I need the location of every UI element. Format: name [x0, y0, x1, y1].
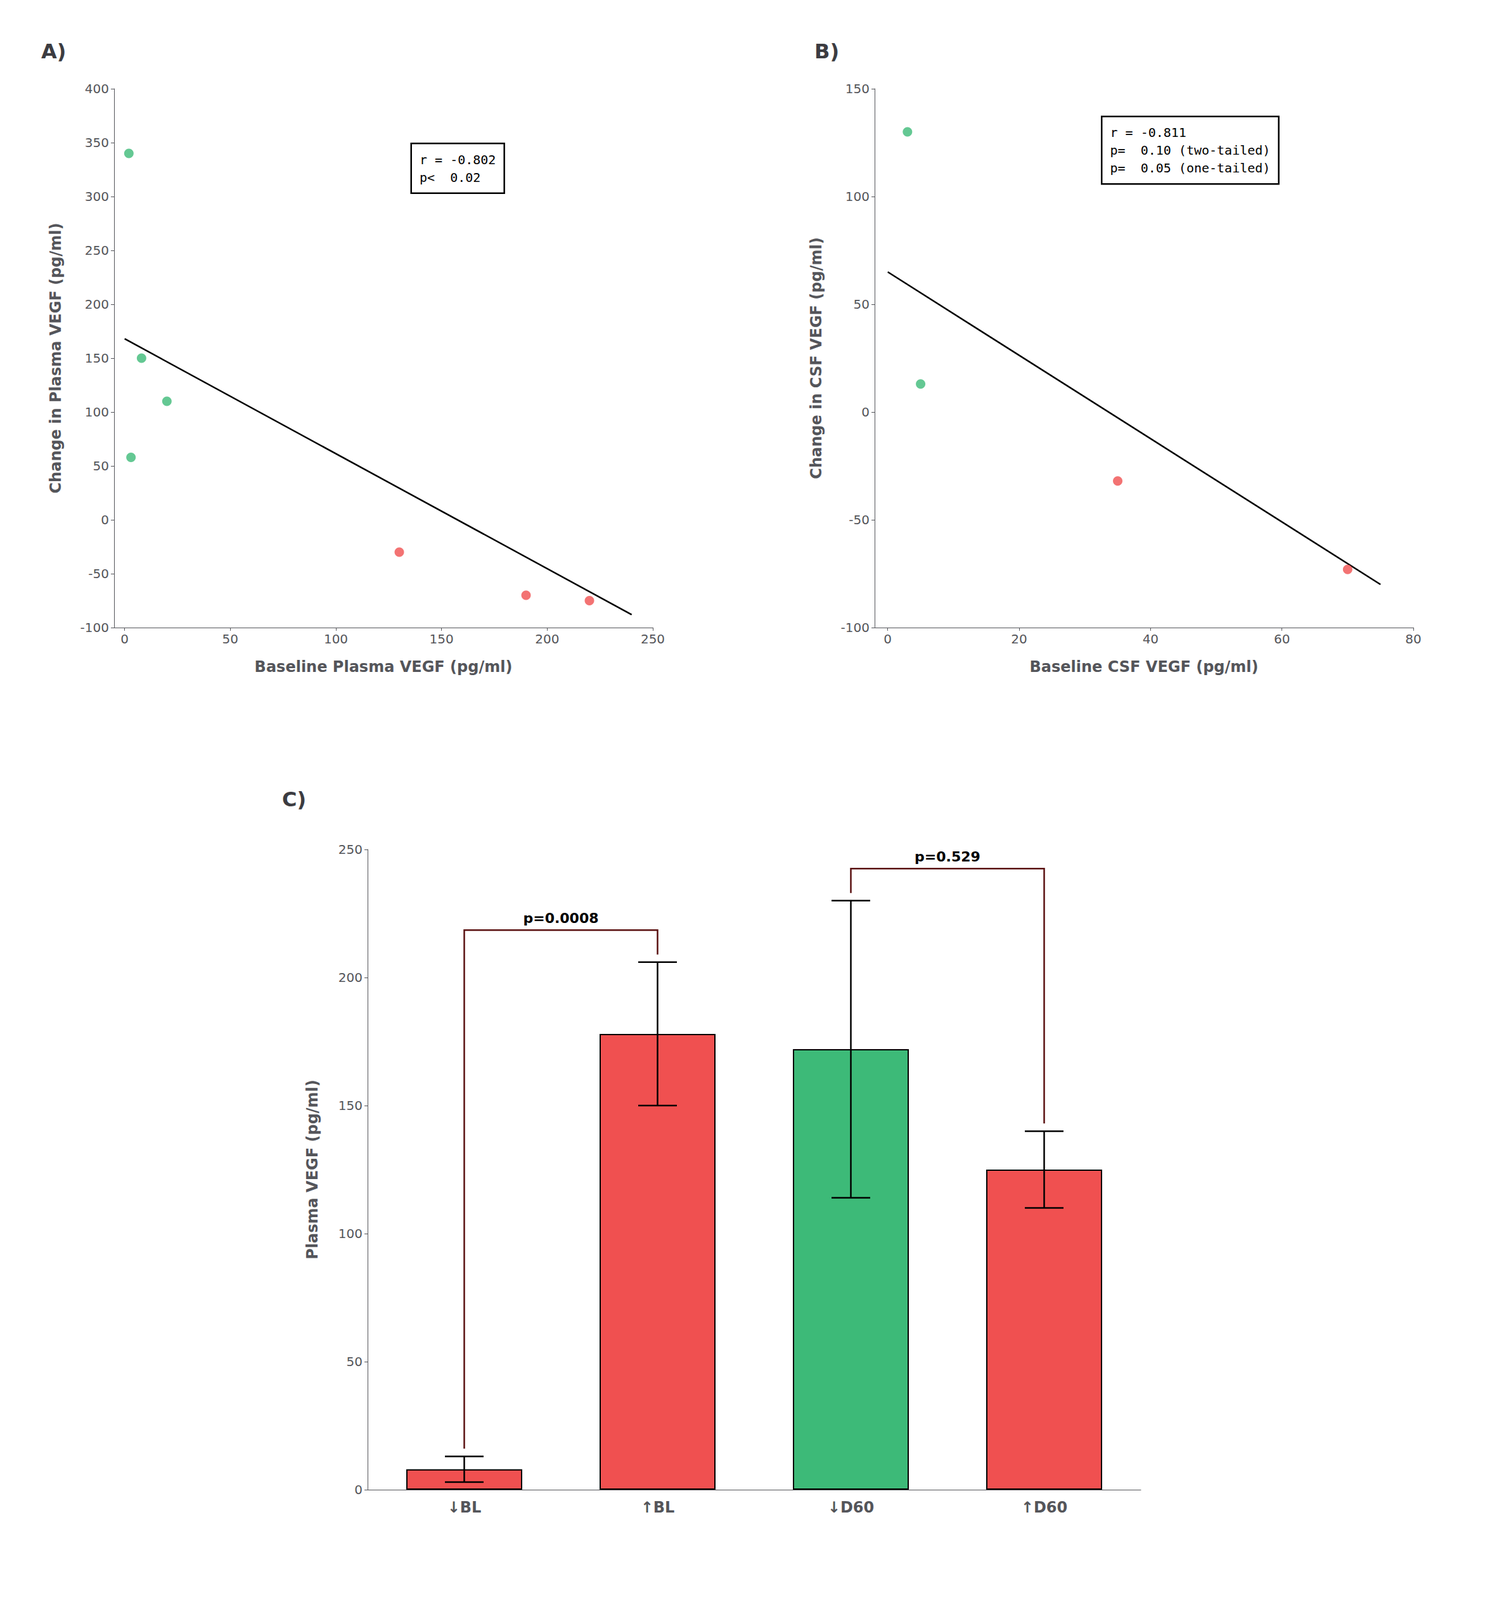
svg-text:150: 150: [338, 1097, 363, 1113]
svg-text:A): A): [41, 39, 66, 64]
svg-text:-100: -100: [80, 619, 110, 636]
svg-text:150: 150: [845, 81, 870, 97]
svg-text:250: 250: [640, 631, 665, 647]
svg-text:Change in CSF VEGF (pg/ml): Change in CSF VEGF (pg/ml): [807, 237, 826, 479]
svg-text:↑BL: ↑BL: [640, 1498, 675, 1517]
svg-text:Change in Plasma VEGF (pg/ml): Change in Plasma VEGF (pg/ml): [46, 222, 65, 494]
svg-text:50: 50: [222, 631, 239, 647]
svg-text:250: 250: [84, 242, 110, 258]
svg-text:0: 0: [861, 404, 870, 420]
svg-text:100: 100: [84, 404, 110, 420]
svg-text:200: 200: [84, 296, 110, 312]
svg-text:r = -0.811: r = -0.811: [1110, 124, 1187, 141]
svg-text:100: 100: [338, 1225, 363, 1241]
svg-text:200: 200: [338, 969, 363, 985]
svg-text:400: 400: [84, 81, 110, 97]
svg-text:0: 0: [100, 512, 110, 528]
svg-text:Baseline Plasma VEGF (pg/ml): Baseline Plasma VEGF (pg/ml): [254, 657, 513, 676]
svg-text:↑D60: ↑D60: [1021, 1498, 1068, 1517]
svg-text:-50: -50: [88, 565, 110, 582]
svg-text:200: 200: [534, 631, 559, 647]
svg-text:r = -0.802: r = -0.802: [419, 152, 496, 168]
svg-text:0: 0: [883, 631, 892, 647]
svg-text:100: 100: [323, 631, 348, 647]
svg-text:150: 150: [84, 350, 110, 366]
svg-text:100: 100: [845, 188, 870, 205]
svg-text:300: 300: [84, 188, 110, 205]
svg-text:150: 150: [429, 631, 454, 647]
svg-text:↓D60: ↓D60: [827, 1498, 874, 1517]
svg-text:Plasma VEGF (pg/ml): Plasma VEGF (pg/ml): [303, 1079, 322, 1260]
svg-text:p< 0.02: p< 0.02: [419, 169, 481, 186]
svg-text:p= 0.10 (two-tailed): p= 0.10 (two-tailed): [1110, 142, 1271, 158]
svg-text:50: 50: [853, 296, 870, 312]
svg-text:-50: -50: [848, 512, 870, 528]
svg-text:40: 40: [1142, 631, 1159, 647]
svg-text:0: 0: [120, 631, 129, 647]
svg-text:50: 50: [346, 1353, 363, 1369]
svg-text:-100: -100: [841, 619, 870, 636]
svg-text:↓BL: ↓BL: [447, 1498, 482, 1517]
svg-text:80: 80: [1405, 631, 1421, 647]
svg-text:B): B): [814, 39, 840, 64]
svg-text:p= 0.05 (one-tailed): p= 0.05 (one-tailed): [1110, 160, 1271, 176]
svg-text:p=0.529: p=0.529: [914, 848, 981, 865]
svg-text:250: 250: [338, 841, 363, 857]
svg-text:350: 350: [84, 134, 110, 151]
svg-text:0: 0: [354, 1481, 363, 1497]
svg-text:60: 60: [1273, 631, 1290, 647]
svg-text:C): C): [282, 787, 307, 812]
svg-text:p=0.0008: p=0.0008: [522, 910, 599, 926]
svg-text:20: 20: [1010, 631, 1027, 647]
svg-text:50: 50: [93, 458, 110, 474]
svg-text:Baseline CSF VEGF (pg/ml): Baseline CSF VEGF (pg/ml): [1029, 657, 1259, 676]
